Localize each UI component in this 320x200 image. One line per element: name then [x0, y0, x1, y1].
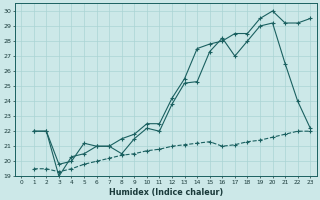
X-axis label: Humidex (Indice chaleur): Humidex (Indice chaleur) — [108, 188, 223, 197]
